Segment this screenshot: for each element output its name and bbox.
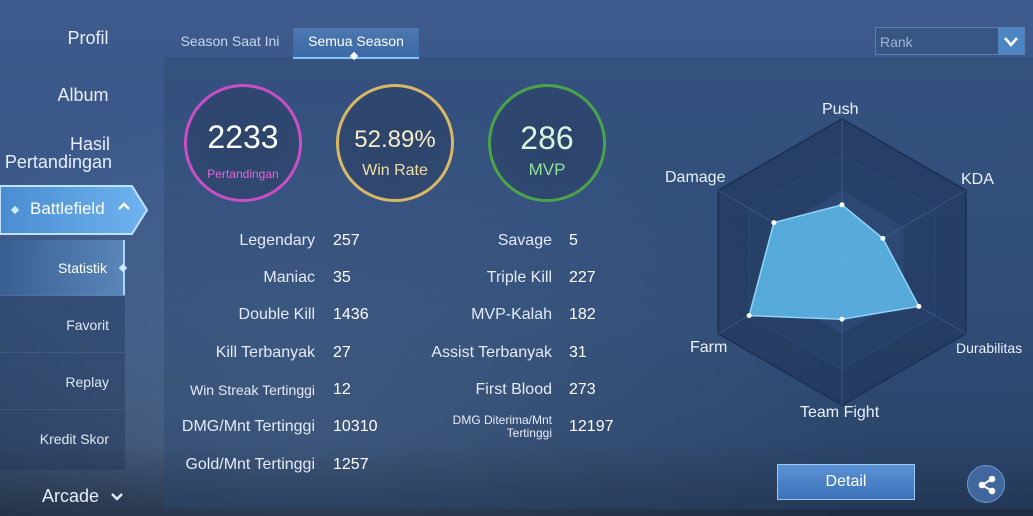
sidebar: Profil Album Hasil Pertandingan Battlefi… [0, 0, 150, 516]
tab-label: Semua Season [308, 33, 404, 49]
stat-label-dmg-mnt: DMG/Mnt Tertinggi [181, 418, 315, 435]
radar-label-team-fight: Team Fight [800, 404, 880, 421]
radar-label-kda: KDA [961, 171, 994, 188]
stat-label-dmg-diterima-line2: Tertinggi [506, 426, 552, 440]
battlefield-label: Battlefield [30, 199, 105, 218]
stat-value-first-blood: 273 [569, 381, 596, 398]
stat-value-win-streak: 12 [333, 381, 351, 398]
stat-value-kill-terbanyak: 27 [333, 344, 351, 361]
matches-circle: 2233 Pertandingan [184, 84, 302, 202]
stat-label-first-blood: First Blood [475, 381, 552, 398]
sidebar-subitem-label: Statistik [57, 259, 107, 276]
stat-value-savage: 5 [569, 232, 578, 249]
radar-label-farm: Farm [690, 339, 728, 356]
stat-value-triple-kill: 227 [569, 269, 596, 286]
battlefield-tab-shape [0, 185, 148, 235]
stat-label-assist-terbanyak: Assist Terbanyak [431, 344, 552, 361]
tab-semua-season[interactable]: Semua Season [293, 28, 419, 61]
sidebar-item-profil[interactable]: Profil [48, 29, 128, 47]
stat-label-gold-mnt: Gold/Mnt Tertinggi [185, 456, 315, 473]
stat-label-mvp-kalah: MVP-Kalah [471, 306, 552, 323]
stat-value-maniac: 35 [333, 269, 351, 286]
detail-button[interactable]: Detail [777, 464, 915, 500]
mvp-value: 286 [520, 120, 574, 156]
share-button[interactable] [967, 465, 1005, 503]
stat-label-maniac: Maniac [263, 269, 315, 286]
chevron-down-icon[interactable] [998, 28, 1024, 54]
tab-active-diamond-icon [349, 51, 359, 61]
stat-value-dmg-mnt: 10310 [333, 418, 378, 435]
stat-label-kill-terbanyak: Kill Terbanyak [215, 344, 315, 361]
stat-label-triple-kill: Triple Kill [486, 269, 552, 286]
stat-label-legendary: Legendary [239, 232, 315, 249]
mvp-circle: 286 MVP [488, 84, 606, 202]
sidebar-subitem-replay[interactable]: Replay [0, 354, 125, 410]
sidebar-subitem-kredit-skor[interactable]: Kredit Skor [0, 411, 125, 467]
winrate-label: Win Rate [362, 162, 428, 179]
stat-label-dmg-diterima-line1: DMG Diterima/Mnt [452, 413, 552, 427]
matches-value: 2233 [207, 119, 279, 155]
sidebar-item-label: Profil [67, 28, 109, 48]
sidebar-item-label: Arcade [42, 486, 100, 506]
sidebar-subitem-favorit[interactable]: Favorit [0, 297, 125, 353]
radar-label-push: Push [822, 101, 859, 118]
winrate-circle: 52.89% Win Rate [336, 84, 454, 202]
sidebar-item-label: Album [57, 85, 109, 105]
share-icon [978, 475, 996, 495]
tab-season-saat-ini[interactable]: Season Saat Ini [166, 28, 294, 57]
radar-label-damage: Damage [665, 169, 726, 186]
sidebar-subitem-label: Favorit [66, 316, 109, 333]
sidebar-subitem-label: Kredit Skor [39, 431, 109, 447]
stat-value-mvp-kalah: 182 [569, 306, 596, 323]
rank-dropdown-value: Rank [880, 34, 913, 50]
matches-label: Pertandingan [207, 167, 279, 181]
sidebar-item-battlefield[interactable]: Battlefield [0, 184, 148, 236]
sidebar-subitem-label: Replay [65, 373, 109, 390]
stat-label-dmg-diterima: DMG Diterima/Mnt Tertinggi [392, 414, 552, 440]
chevron-down-icon [110, 487, 124, 505]
stat-value-assist-terbanyak: 31 [569, 344, 587, 361]
sidebar-item-arcade[interactable]: Arcade [42, 487, 142, 505]
winrate-value: 52.89% [354, 126, 436, 153]
sidebar-item-label-line1: Hasil [69, 134, 110, 154]
detail-button-label: Detail [825, 473, 867, 490]
sidebar-item-album[interactable]: Album [43, 86, 123, 104]
stat-label-double-kill: Double Kill [238, 306, 315, 323]
sidebar-subitem-statistik[interactable]: Statistik [0, 240, 125, 296]
tab-label: Season Saat Ini [180, 33, 280, 49]
radar-label-durabilitas: Durabilitas [956, 340, 1023, 356]
stat-label-win-streak: Win Streak Tertinggi [189, 382, 315, 398]
stat-value-dmg-diterima: 12197 [569, 418, 614, 435]
stat-label-savage: Savage [497, 232, 552, 249]
stat-value-legendary: 257 [333, 232, 360, 249]
mvp-label: MVP [528, 160, 566, 179]
stat-value-gold-mnt: 1257 [333, 456, 369, 473]
rank-dropdown[interactable]: Rank [875, 27, 1025, 55]
sidebar-item-hasil-pertandingan[interactable]: Hasil Pertandingan [0, 135, 112, 171]
stat-value-double-kill: 1436 [333, 306, 369, 323]
sidebar-item-label-line2: Pertandingan [4, 152, 112, 172]
